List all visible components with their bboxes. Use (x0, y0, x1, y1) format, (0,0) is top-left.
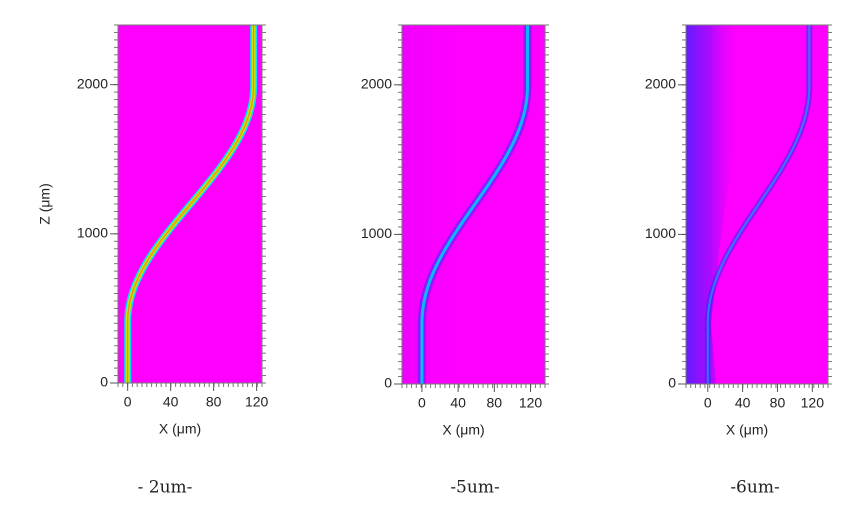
y-tick-label: 0 (100, 374, 108, 390)
y-tick-label: 2000 (77, 75, 108, 91)
x-tick-label: 120 (801, 395, 825, 411)
caption: - 2um- (138, 478, 193, 498)
x-tick-label: 80 (770, 395, 786, 411)
x-axis-label: X (μm) (442, 422, 484, 438)
caption: -5um- (450, 478, 499, 498)
x-tick-label: 120 (245, 394, 269, 410)
x-tick-label: 0 (124, 394, 132, 410)
panel: 0 1000 2000 0 40 80 120 X (μm) Z (μm) - 2um- (37, 24, 269, 498)
x-axis-label: X (μm) (159, 421, 201, 437)
y-tick-label: 2000 (361, 76, 392, 92)
y-tick-label: 1000 (645, 225, 676, 241)
x-tick-label: 40 (735, 395, 751, 411)
x-tick-label: 80 (206, 394, 222, 410)
y-tick-label: 2000 (645, 76, 676, 92)
x-tick-label: 40 (450, 395, 466, 411)
x-tick-label: 0 (418, 395, 426, 411)
x-tick-label: 120 (519, 395, 543, 411)
x-axis-label: X (μm) (726, 422, 768, 438)
panel: 0 1000 2000 0 40 80 120 X (μm) -6um- (645, 24, 832, 498)
y-tick-label: 0 (668, 375, 676, 391)
panel: 0 1000 2000 0 40 80 120 X (μm) -5um- (361, 24, 549, 498)
waveguide-mode (127, 25, 255, 383)
waveguide-mode (420, 25, 530, 384)
x-tick-label: 80 (487, 395, 503, 411)
caption: -6um- (730, 478, 779, 498)
y-tick-label: 1000 (77, 225, 108, 241)
y-tick-label: 0 (384, 375, 392, 391)
y-axis-label: Z (μm) (37, 183, 53, 225)
x-tick-label: 0 (704, 395, 712, 411)
x-tick-label: 40 (163, 394, 179, 410)
field-haze (686, 25, 756, 384)
waveguide-mode (706, 25, 811, 384)
y-tick-label: 1000 (361, 225, 392, 241)
